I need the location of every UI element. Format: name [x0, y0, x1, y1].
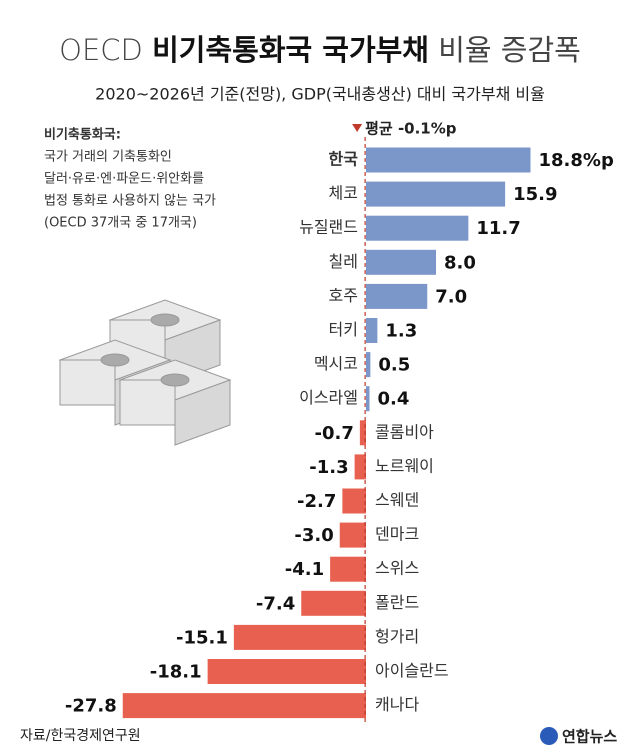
note-line: (OECD 37개국 중 17개국): [44, 216, 197, 231]
chart-title: OECD 비기축통화국 국가부채 비율 증감폭: [59, 33, 581, 67]
value-label: 18.8%p: [539, 150, 614, 171]
value-label: -0.7: [315, 423, 354, 444]
bar: [366, 147, 531, 173]
chart-subtitle: 2020~2026년 기준(전망), GDP(국내총생산) 대비 국가부채 비율: [95, 85, 545, 104]
bar: [330, 556, 366, 582]
category-label: 덴마크: [375, 525, 419, 544]
category-label: 아이슬란드: [375, 661, 449, 680]
bar: [359, 420, 366, 446]
value-label: 8.0: [444, 252, 476, 273]
bar: [122, 693, 366, 719]
title-part: 비기축통화국 국가부채: [152, 33, 429, 67]
bar: [366, 215, 469, 241]
category-label: 폴란드: [375, 593, 419, 612]
value-label: 0.5: [378, 355, 410, 376]
value-label: -7.4: [256, 593, 295, 614]
bar: [366, 352, 371, 378]
bar: [233, 624, 366, 650]
note-line: 국가 거래의 기축통화인: [44, 150, 172, 165]
value-label: -3.0: [294, 525, 333, 546]
title-part: OECD: [59, 33, 143, 67]
bar: [366, 283, 428, 309]
note-line: 법정 통화로 사용하지 않는 국가: [44, 194, 216, 209]
source: 자료/한국경제연구원: [20, 728, 141, 744]
bar: [207, 659, 366, 684]
value-label: 1.3: [385, 321, 417, 342]
publisher-logo: 연합뉴스: [562, 728, 617, 746]
value-label: -4.1: [285, 559, 324, 580]
category-label: 노르웨이: [375, 456, 434, 475]
bar: [354, 454, 366, 480]
average-marker: [352, 124, 363, 132]
category-label: 터키: [329, 320, 358, 339]
category-label: 체코: [329, 184, 358, 203]
value-label: 7.0: [435, 286, 467, 307]
value-label: -15.1: [176, 627, 228, 648]
note-heading: 비기축통화국:: [44, 127, 121, 143]
category-label: 스위스: [375, 559, 419, 578]
value-label: -18.1: [150, 662, 202, 683]
value-label: -27.8: [65, 696, 117, 717]
bar: [301, 590, 366, 616]
logo-mark: [540, 727, 558, 745]
bar: [339, 522, 366, 548]
average-label: 평균 -0.1%p: [365, 120, 457, 138]
value-label: -2.7: [297, 491, 336, 512]
money-illustration: [58, 299, 232, 446]
category-label: 캐나다: [375, 695, 419, 714]
bar: [366, 181, 506, 207]
category-label: 이스라엘: [299, 388, 358, 407]
bar: [366, 249, 436, 275]
category-label: 칠레: [329, 252, 358, 271]
category-label: 스웨덴: [375, 491, 419, 510]
value-label: 11.7: [476, 218, 520, 239]
bar: [366, 386, 370, 412]
bar: [366, 318, 378, 343]
note-line: 달러·유로·엔·파운드·위안화를: [44, 172, 204, 187]
value-label: -1.3: [309, 457, 348, 478]
category-label: 호주: [329, 286, 358, 305]
title-part: 비율 증감폭: [438, 33, 581, 67]
category-label: 뉴질랜드: [299, 218, 358, 237]
value-label: 15.9: [513, 184, 557, 205]
category-label: 콜롬비아: [375, 422, 434, 441]
category-label: 한국: [329, 150, 359, 169]
category-label: 멕시코: [314, 354, 358, 373]
category-label: 헝가리: [375, 627, 419, 646]
value-label: 0.4: [378, 389, 410, 410]
bar: [342, 488, 366, 514]
